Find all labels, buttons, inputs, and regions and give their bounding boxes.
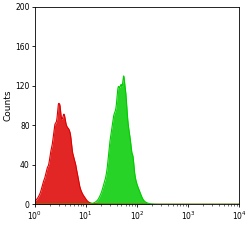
Y-axis label: Counts: Counts (4, 90, 13, 121)
